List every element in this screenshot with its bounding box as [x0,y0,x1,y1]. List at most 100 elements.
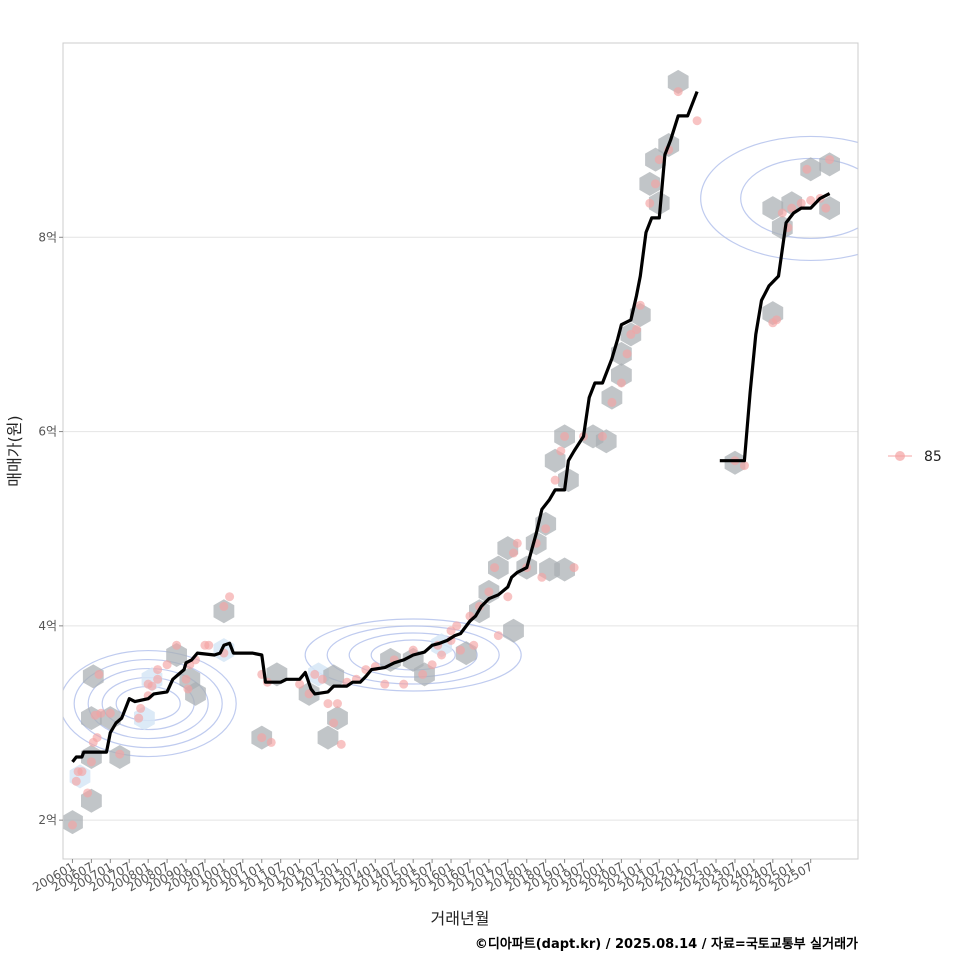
contour-line [700,135,858,262]
trend-line-segment [71,91,699,763]
data-point [806,195,816,205]
data-point [437,650,447,660]
data-point [645,198,655,208]
hexbin-cell [611,363,632,388]
data-point [336,739,346,749]
data-point [452,621,462,631]
contour-line [87,667,209,740]
contour-line [348,632,478,678]
y-tick-label: 6억 [38,425,57,439]
data-point [692,116,702,126]
hexbin-cell [323,664,345,689]
data-point [323,699,333,709]
data-point [616,378,626,388]
data-point [257,733,267,743]
data-point [673,87,683,97]
y-axis-title: 매매가(원) [5,415,24,486]
data-point [317,674,327,684]
data-point [172,640,182,650]
data-point [105,708,115,718]
data-point [796,198,806,208]
data-point [86,757,96,767]
data-point [597,431,607,441]
data-point [77,767,87,777]
data-point [399,679,409,689]
data-point [787,203,797,213]
data-point [92,733,102,743]
hexbin-cell [667,69,689,94]
data-point [550,475,560,485]
x-axis-title: 거래년월 [431,909,490,928]
data-point [650,179,660,189]
data-point [469,640,479,650]
y-tick-label: 8억 [38,230,57,244]
hexbin-cell [503,618,524,643]
contour-line [304,618,522,692]
data-point [153,674,163,684]
data-point [115,749,125,759]
legend: 85 [888,449,942,465]
hexbin-cell [819,152,840,177]
transaction-points [67,87,835,830]
y-tick-label: 2억 [38,813,57,827]
hexbin-cell [213,599,235,624]
hexbin-cell [317,725,339,750]
data-point [380,679,390,689]
data-point [162,660,172,670]
data-point [509,548,518,558]
data-point [560,431,570,441]
data-point [456,645,465,655]
data-point [825,155,835,165]
data-point [537,572,547,582]
data-point [490,563,500,573]
data-point [181,674,191,684]
contour-line [63,649,237,758]
data-point [332,699,342,709]
data-point [96,708,106,718]
data-point [147,681,157,691]
data-point [67,820,77,830]
data-point [204,640,214,650]
data-point [427,660,437,670]
legend-label: 85 [924,449,942,465]
data-point [310,669,320,679]
data-point [266,737,276,747]
data-point [295,679,305,689]
data-point [408,645,418,655]
data-point [569,563,579,573]
data-point [94,669,104,679]
hexbin-cell [558,468,579,493]
data-point [739,461,749,471]
data-point [622,349,632,359]
hexbin-cell [639,171,661,196]
data-point [329,718,339,728]
caption: ©디아파트(dapt.kr) / 2025.08.14 / 자료=국토교통부 실… [475,936,858,952]
data-point [71,776,81,786]
contour-line [326,625,500,685]
trend-line-segment [719,192,831,463]
data-point [418,669,428,679]
data-point [134,713,144,723]
data-point [607,397,617,407]
hexbin-cell [554,557,575,582]
data-point [821,203,831,213]
data-point [632,325,642,335]
y-axis: 2억 4억 6억 8억 [38,230,63,827]
data-point [654,155,664,165]
hexbin-cell [166,643,187,667]
data-point [556,446,566,456]
trend-line [71,91,831,763]
data-point [512,538,522,548]
hexbin-cell [629,303,651,327]
data-point [225,592,235,602]
data-point [219,601,229,611]
data-point [635,300,645,310]
data-point [136,703,146,713]
data-point [484,587,494,597]
data-point [503,592,513,602]
data-point [153,665,163,675]
data-point [541,524,551,534]
data-point [183,684,193,694]
data-point [777,208,787,218]
